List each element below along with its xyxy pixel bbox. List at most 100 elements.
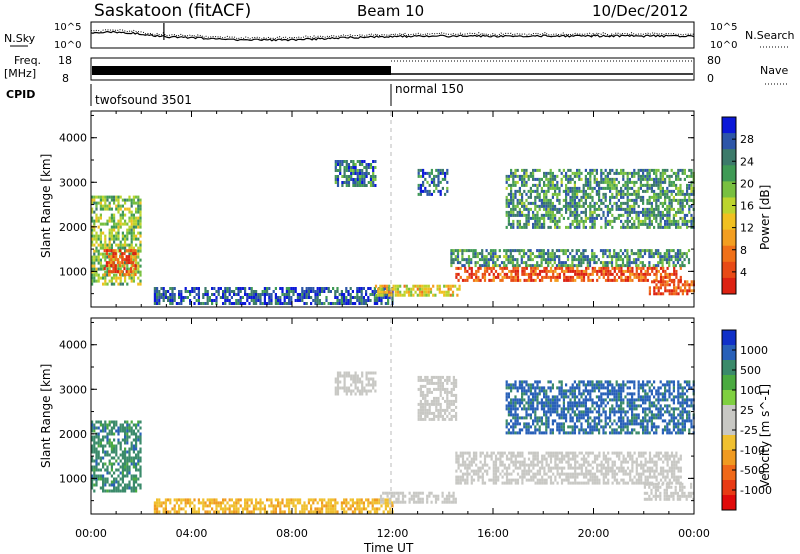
data-cell: [450, 387, 453, 391]
data-cell: [675, 275, 678, 279]
data-cell: [394, 293, 397, 297]
data-cell: [130, 420, 133, 424]
data-cell: [653, 171, 656, 175]
data-cell: [354, 507, 357, 511]
data-cell: [619, 249, 622, 253]
data-cell: [356, 389, 359, 393]
data-cell: [633, 481, 636, 485]
data-cell: [455, 384, 458, 388]
data-cell: [455, 451, 458, 455]
data-cell: [598, 186, 601, 190]
data-cell: [351, 501, 354, 505]
data-cell: [116, 270, 119, 274]
data-cell: [178, 510, 181, 514]
data-cell: [128, 228, 131, 232]
data-cell: [456, 249, 460, 253]
data-cell: [547, 183, 550, 187]
data-cell: [580, 261, 583, 265]
data-cell: [593, 258, 596, 262]
data-cell: [558, 192, 561, 196]
data-cell: [446, 171, 449, 175]
data-cell: [573, 216, 576, 220]
nsky-panel-frame: [90, 21, 695, 49]
data-cell: [642, 195, 645, 199]
data-cell: [651, 280, 654, 284]
data-cell: [587, 186, 590, 190]
data-cell: [540, 225, 543, 229]
data-cell: [607, 460, 610, 464]
data-cell: [139, 465, 142, 469]
data-cell: [363, 160, 366, 163]
data-cell: [132, 246, 135, 250]
data-cell: [345, 510, 348, 514]
data-cell: [211, 299, 214, 302]
data-cell: [547, 207, 550, 211]
data-cell: [562, 261, 565, 265]
data-cell: [301, 296, 304, 299]
data-cell: [523, 222, 526, 226]
data-cell: [113, 420, 116, 424]
data-cell: [239, 290, 242, 293]
data-cell: [108, 264, 111, 268]
data-cell: [367, 504, 370, 508]
data-cell: [384, 507, 387, 511]
data-cell: [121, 480, 124, 484]
data-cell: [487, 252, 490, 256]
data-cell: [128, 231, 131, 235]
data-cell: [622, 472, 625, 476]
data-cell: [640, 472, 643, 476]
data-cell: [677, 189, 680, 193]
data-cell: [99, 438, 102, 442]
data-cell: [624, 278, 627, 282]
data-cell: [419, 500, 422, 504]
data-cell: [578, 171, 581, 175]
data-cell: [95, 441, 98, 445]
data-cell: [106, 489, 109, 493]
data-cell: [683, 219, 686, 223]
data-cell: [208, 296, 211, 299]
data-cell: [450, 252, 453, 256]
data-cell: [646, 222, 649, 226]
data-cell: [523, 269, 526, 273]
data-cell: [130, 261, 133, 265]
data-cell: [534, 269, 537, 273]
data-cell: [629, 472, 632, 476]
data-cell: [488, 478, 491, 482]
data-cell: [401, 293, 404, 297]
data-cell: [112, 267, 115, 271]
data-cell: [178, 302, 181, 305]
data-cell: [518, 189, 521, 193]
data-cell: [611, 475, 614, 479]
beam-title: Beam 10: [357, 2, 424, 20]
data-cell: [529, 252, 532, 256]
data-cell: [358, 504, 361, 508]
data-cell: [343, 498, 346, 502]
data-cell: [574, 272, 577, 276]
data-cell: [345, 392, 348, 396]
data-cell: [610, 255, 614, 259]
data-cell: [516, 204, 519, 208]
data-cell: [626, 451, 630, 455]
data-cell: [449, 287, 452, 291]
data-cell: [607, 272, 610, 276]
data-cell: [675, 289, 678, 293]
data-cell: [433, 189, 436, 193]
data-cell: [296, 501, 299, 505]
data-cell: [124, 468, 127, 472]
data-cell: [167, 299, 170, 302]
data-cell: [132, 228, 135, 232]
data-cell: [639, 186, 642, 190]
data-cell: [655, 269, 658, 273]
data-cell: [233, 501, 236, 505]
data-cell: [483, 463, 487, 467]
data-cell: [496, 258, 499, 262]
data-cell: [573, 183, 576, 187]
data-cell: [281, 302, 284, 305]
data-cell: [659, 180, 662, 184]
data-cell: [521, 463, 524, 467]
data-cell: [494, 472, 498, 476]
data-cell: [351, 504, 354, 508]
data-cell: [541, 481, 544, 485]
data-cell: [516, 478, 520, 482]
data-cell: [540, 204, 543, 208]
